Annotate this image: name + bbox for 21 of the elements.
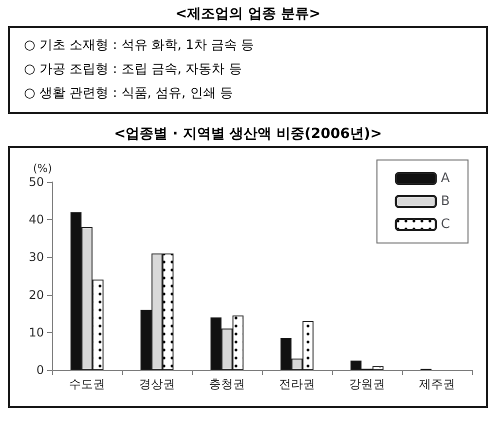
x-tick-label: 전라권: [279, 377, 315, 391]
x-tick-label: 제주권: [419, 377, 455, 391]
y-tick-label: 40: [28, 212, 44, 227]
y-tick-label: 30: [28, 250, 44, 264]
x-tick-label: 경상권: [139, 377, 175, 391]
legend-label: C: [440, 217, 450, 232]
y-tick-label: 0: [36, 363, 44, 377]
x-tick-label: 충청권: [209, 377, 245, 391]
chart-title: <업종별 · 지역별 생산액 비중(2006년)>: [112, 125, 384, 144]
text: ○ 가공 조립형 : 조립 금속, 자동차 등: [24, 61, 243, 79]
text: ○ 기초 소재형 : 석유 화학, 1차 금속 등: [24, 37, 256, 55]
y-tick-label: 10: [28, 325, 44, 340]
text: ○ 생활 관련형 : 식품, 섬유, 인쇄 등: [24, 85, 234, 103]
legend-label: B: [440, 194, 450, 209]
x-tick-label: 강원권: [349, 377, 385, 391]
y-tick-label: 20: [28, 288, 44, 302]
legend-label: A: [440, 171, 450, 186]
y-axis-title: (%): [32, 162, 52, 175]
y-tick-label: 50: [28, 175, 44, 189]
text: <제조업의 업종 분류>: [174, 5, 322, 24]
x-tick-label: 수도권: [69, 377, 105, 391]
